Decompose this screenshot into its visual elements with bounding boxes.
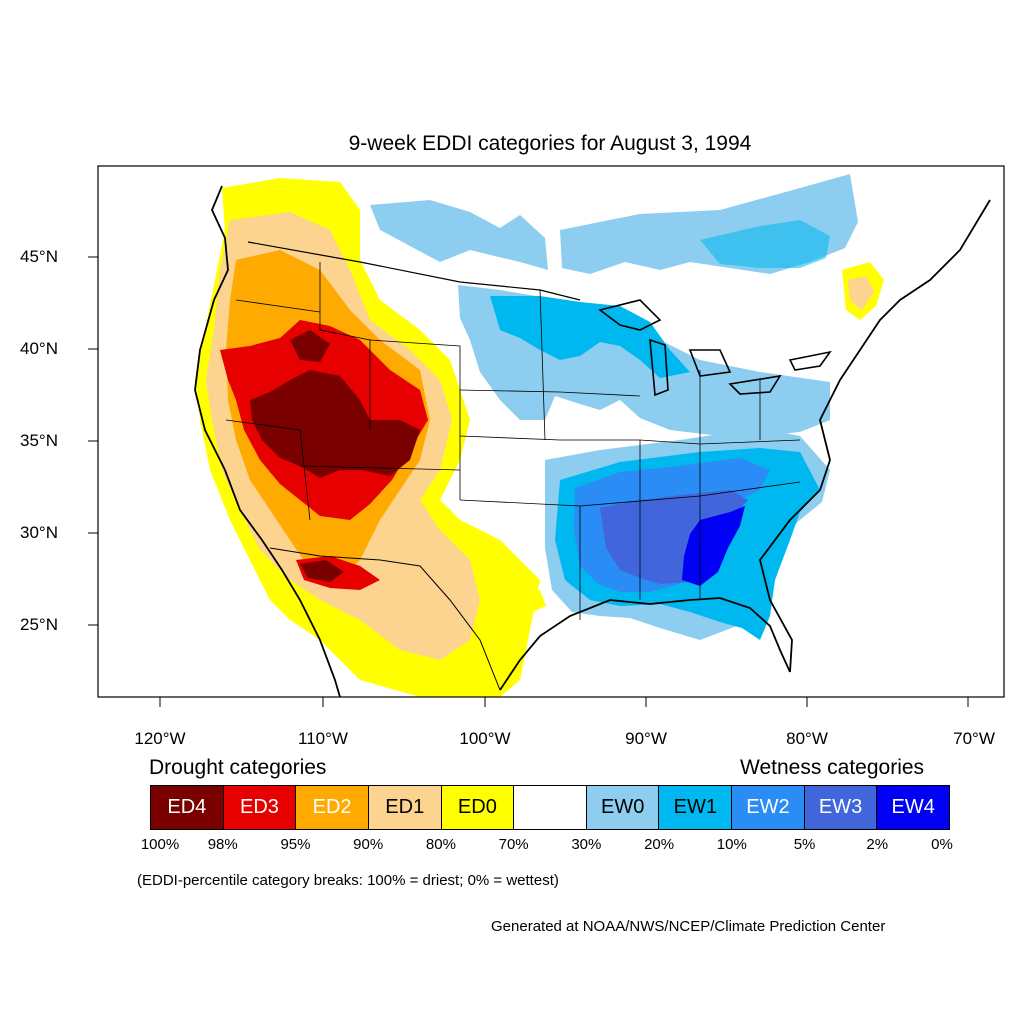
legend-cell-ew2: EW2: [732, 786, 805, 829]
legend-cell-ed0: ED0: [441, 786, 515, 829]
east-coast: [759, 199, 991, 673]
break-label: 2%: [866, 836, 889, 853]
legend-cell-ed3: ED3: [223, 786, 297, 829]
ew1-region-canada: [700, 220, 830, 268]
legend-cell-ed4: ED4: [151, 786, 224, 829]
ew1-region-great-lakes: [490, 296, 690, 378]
break-label: 20%: [644, 836, 675, 853]
ew4-region-alabama: [682, 506, 745, 586]
legend-cell-neutral: [514, 786, 587, 829]
lat-label-40: 40°N: [20, 339, 58, 358]
great-lakes: [598, 299, 832, 397]
breaks-note: (EDDI-percentile category breaks: 100% =…: [137, 872, 559, 889]
lon-label-110: 110°W: [298, 729, 348, 748]
canada-border: [247, 241, 581, 301]
ed0-region-texas-blob: [510, 590, 546, 614]
lon-label-80: 80°W: [786, 729, 828, 748]
plot-frame: [97, 165, 1005, 698]
gulf-coast: [499, 597, 791, 691]
lon-ticks: [159, 697, 969, 707]
break-label: 70%: [498, 836, 529, 853]
break-label: 10%: [716, 836, 747, 853]
legend-cell-ew3: EW3: [804, 786, 878, 829]
break-label: 0%: [931, 836, 953, 853]
lat-label-30: 30°N: [20, 523, 58, 542]
break-label: 80%: [425, 836, 456, 853]
break-label: 90%: [353, 836, 384, 853]
lat-label-25: 25°N: [20, 615, 58, 634]
legend-cell-ew1: EW1: [659, 786, 733, 829]
lon-label-90: 90°W: [625, 729, 667, 748]
legend-cell-ed2: ED2: [296, 786, 369, 829]
map-title: 9-week EDDI categories for August 3, 199…: [348, 132, 752, 155]
ew0-region-canada: [370, 200, 548, 270]
credit-line: Generated at NOAA/NWS/NCEP/Climate Predi…: [491, 918, 886, 935]
category-legend: ED4 ED3 ED2 ED1 ED0 EW0 EW1 EW2 EW3 EW4: [150, 785, 950, 830]
break-label: 30%: [571, 836, 602, 853]
break-label: 5%: [793, 836, 816, 853]
ed4-region-mexico: [300, 560, 344, 582]
legend-cell-ew0: EW0: [586, 786, 660, 829]
mexico-border: [269, 547, 501, 691]
break-label: 100%: [140, 836, 180, 853]
state-borders: [225, 262, 801, 620]
lon-label-100: 100°W: [459, 729, 511, 748]
lat-label-45: 45°N: [20, 247, 58, 266]
legend-cell-ew4: EW4: [877, 786, 950, 829]
lat-label-35: 35°N: [20, 431, 58, 450]
ed1-region-maine: [848, 276, 874, 310]
coastline: [194, 185, 341, 697]
lon-label-70: 70°W: [953, 729, 995, 748]
drought-categories-heading: Drought categories: [149, 756, 327, 779]
lat-ticks: [88, 256, 98, 626]
ed4-region-great-basin: [250, 370, 420, 478]
lon-label-120: 120°W: [134, 729, 186, 748]
break-label: 95%: [280, 836, 311, 853]
ed4-region-idaho: [290, 330, 330, 362]
break-label: 98%: [207, 836, 238, 853]
legend-cell-ed1: ED1: [368, 786, 442, 829]
wetness-categories-heading: Wetness categories: [740, 756, 925, 779]
